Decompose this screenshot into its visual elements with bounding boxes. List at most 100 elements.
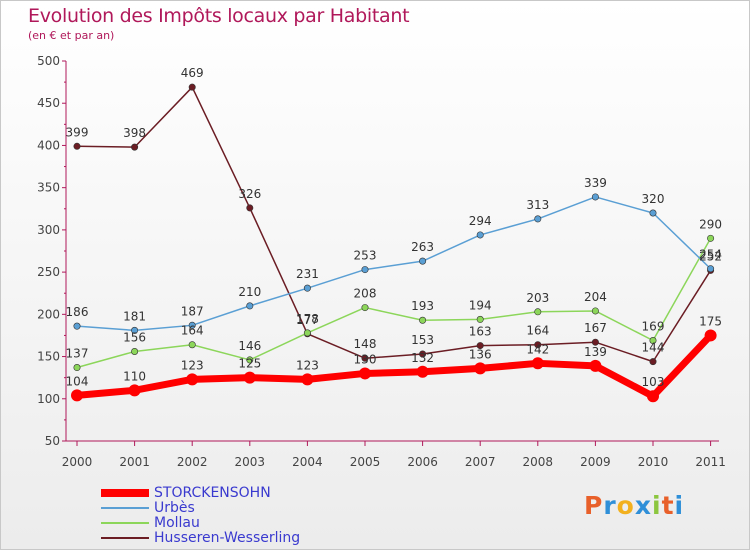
data-label: 177: [296, 313, 319, 327]
y-tick-label: 150: [37, 350, 60, 364]
y-tick-label: 450: [37, 96, 60, 110]
legend-label-husseren: Husseren-Wesserling: [154, 530, 301, 546]
data-label: 156: [123, 330, 146, 344]
series-line-0: [76, 333, 714, 400]
data-label: 164: [181, 324, 204, 338]
data-point: [188, 341, 196, 349]
x-tick-label: 2003: [235, 455, 266, 469]
data-label: 469: [181, 66, 204, 80]
legend-swatches: [101, 489, 149, 539]
series-line-3: [76, 86, 712, 363]
data-point: [188, 321, 196, 329]
y-tick-label: 250: [37, 265, 60, 279]
data-label: 231: [296, 267, 319, 281]
data-label: 132: [411, 351, 434, 365]
data-point: [704, 329, 717, 342]
x-tick-label: 2010: [638, 455, 669, 469]
x-tick-label: 2001: [119, 455, 150, 469]
legend-label-storckensohn: STORCKENSOHN: [154, 485, 271, 501]
data-point: [361, 354, 369, 362]
data-label: 290: [699, 217, 722, 231]
proxiti-logo: Proxiti: [584, 491, 685, 520]
data-point: [589, 359, 602, 372]
data-label: 123: [296, 358, 319, 372]
data-point: [361, 266, 369, 274]
data-label: 186: [66, 305, 89, 319]
data-point: [71, 389, 83, 402]
data-point: [649, 209, 657, 217]
y-tick-label: 50: [45, 434, 60, 448]
data-point: [131, 326, 139, 334]
x-tick-label: 2004: [292, 455, 323, 469]
x-tick-label: 2006: [407, 455, 438, 469]
data-point: [531, 357, 544, 370]
data-point: [243, 371, 256, 384]
data-label: 399: [66, 125, 89, 139]
data-label: 194: [469, 298, 492, 312]
data-label: 164: [526, 324, 549, 338]
data-label: 252: [699, 249, 722, 263]
data-point: [591, 193, 599, 201]
data-point: [707, 234, 715, 242]
data-label: 187: [181, 304, 204, 318]
data-point: [301, 373, 314, 386]
data-label: 104: [66, 374, 89, 388]
data-point: [246, 302, 254, 310]
data-point: [416, 365, 429, 378]
data-label: 137: [66, 347, 89, 361]
data-point: [591, 307, 599, 315]
y-tick-label: 500: [37, 54, 60, 68]
y-tick-label: 350: [37, 181, 60, 195]
data-label: 175: [699, 314, 722, 328]
data-point: [419, 316, 427, 324]
data-point: [188, 83, 196, 91]
data-label: 139: [584, 345, 607, 359]
x-tick-label: 2007: [465, 455, 496, 469]
data-label: 167: [584, 321, 607, 335]
x-tick-label: 2008: [523, 455, 554, 469]
data-point: [361, 304, 369, 312]
data-point: [419, 257, 427, 265]
data-label: 193: [411, 299, 434, 313]
data-point: [131, 347, 139, 355]
series-line-1: [76, 196, 712, 332]
data-label: 398: [123, 126, 146, 140]
data-point: [131, 143, 139, 151]
data-point: [534, 215, 542, 223]
chart-subtitle: (en € et par an): [28, 29, 115, 42]
data-label: 204: [584, 290, 607, 304]
data-point: [534, 308, 542, 316]
data-point: [707, 265, 715, 273]
data-label: 110: [123, 369, 146, 383]
data-label: 263: [411, 240, 434, 254]
data-point: [419, 350, 427, 358]
data-label: 326: [238, 187, 261, 201]
data-point: [73, 322, 81, 330]
data-point: [303, 329, 311, 337]
data-label: 123: [181, 358, 204, 372]
data-label: 254: [699, 248, 722, 262]
data-label: 294: [469, 214, 492, 228]
data-point: [73, 142, 81, 150]
data-point: [649, 358, 657, 366]
data-point: [591, 338, 599, 346]
data-point: [534, 341, 542, 349]
data-point: [476, 231, 484, 239]
data-label: 181: [123, 309, 146, 323]
data-label: 130: [354, 352, 377, 366]
data-point: [476, 342, 484, 350]
x-tick-label: 2009: [580, 455, 611, 469]
legend-label-urbes: Urbès: [154, 500, 195, 516]
data-point: [128, 384, 141, 397]
data-point: [246, 204, 254, 212]
x-tick-label: 2011: [695, 455, 726, 469]
data-label: 203: [526, 291, 549, 305]
chart-title: Evolution des Impôts locaux par Habitant: [28, 5, 410, 27]
data-label: 339: [584, 176, 607, 190]
data-label: 169: [642, 320, 665, 334]
y-tick-label: 400: [37, 138, 60, 152]
data-point: [246, 356, 254, 364]
data-label: 136: [469, 347, 492, 361]
